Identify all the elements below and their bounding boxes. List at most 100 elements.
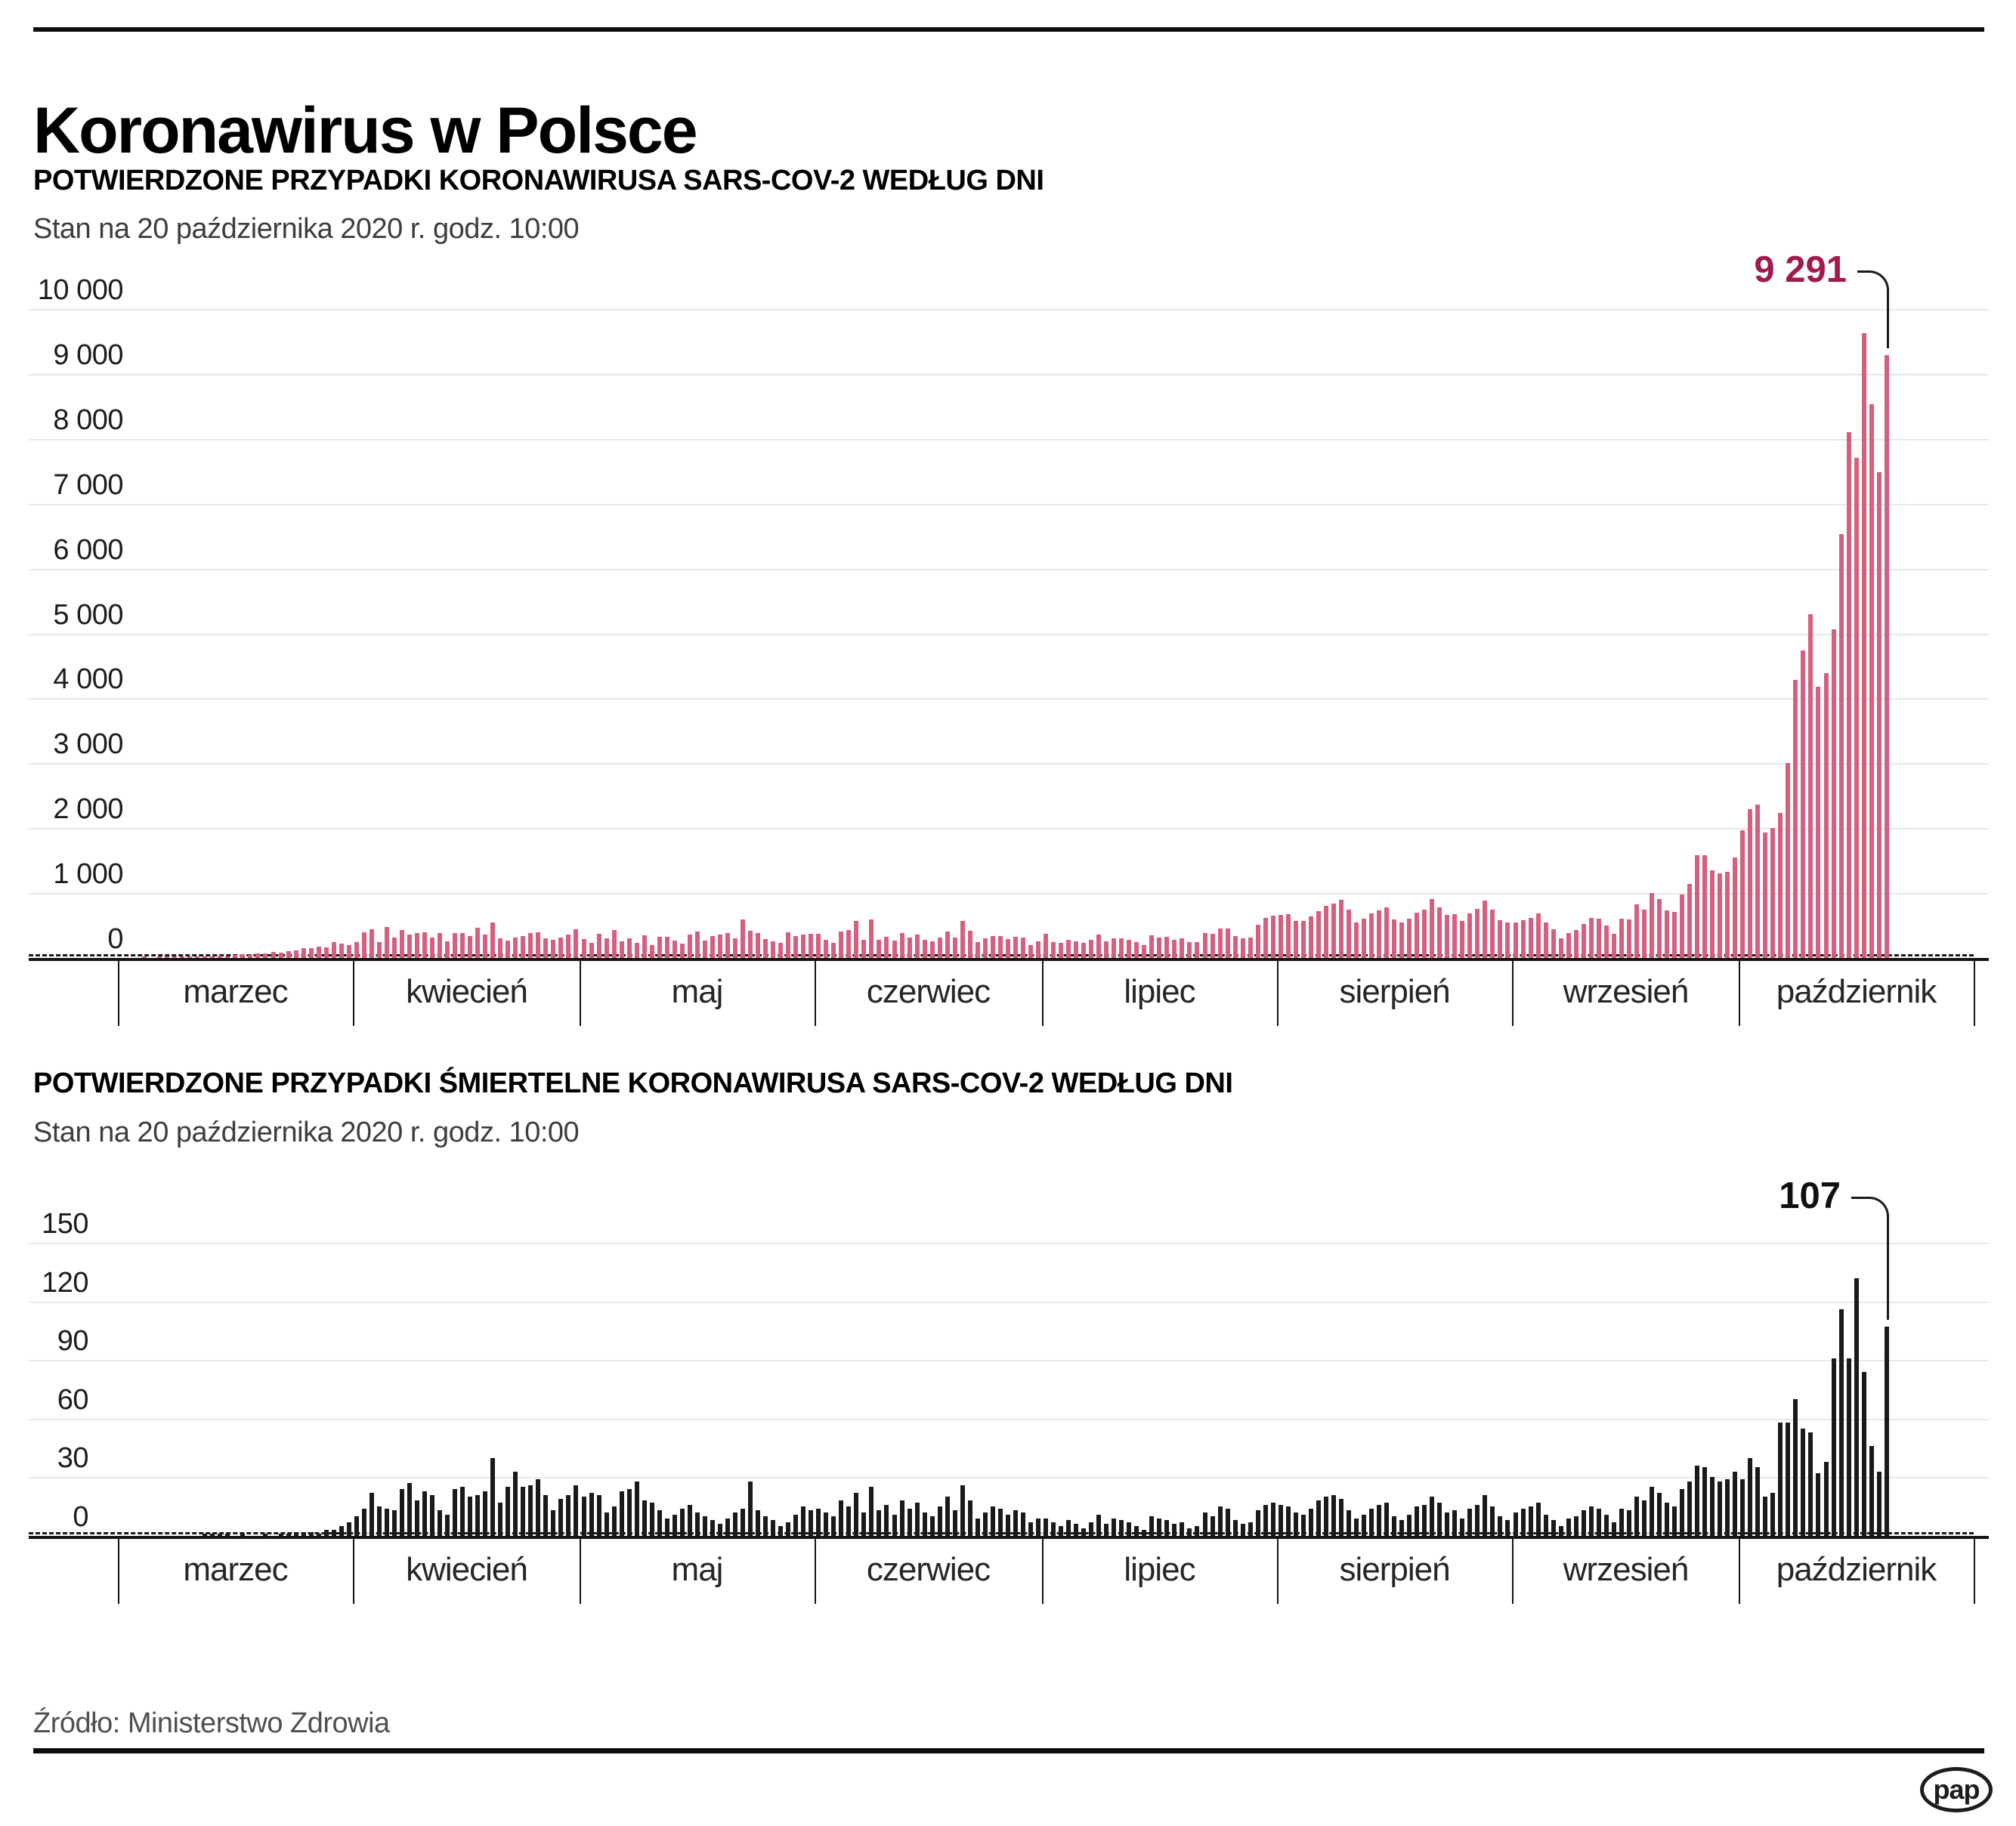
bar: [1316, 1500, 1321, 1536]
month-divider: [1974, 1536, 1975, 1604]
bar: [1778, 813, 1783, 958]
y-tick-label: 9 000: [53, 339, 123, 371]
bar: [1294, 921, 1298, 958]
bar: [1808, 1432, 1813, 1536]
bar: [1187, 942, 1192, 958]
x-axis-line: [29, 1536, 1989, 1539]
bar: [1399, 922, 1404, 958]
bar: [612, 930, 617, 958]
bar: [1203, 933, 1207, 958]
bar: [892, 1515, 897, 1536]
bar: [1422, 1505, 1427, 1536]
bar: [521, 1487, 525, 1536]
bar: [1445, 1512, 1449, 1536]
bar: [1271, 1503, 1275, 1536]
bar: [976, 942, 980, 958]
bar: [460, 1487, 465, 1536]
bar: [1036, 1519, 1040, 1536]
bar: [255, 953, 260, 958]
y-tick-label: 10 000: [37, 274, 124, 306]
bar: [332, 942, 336, 958]
bar: [279, 953, 283, 958]
bar: [1354, 1519, 1359, 1536]
bar: [1770, 828, 1775, 958]
bar: [1793, 1399, 1798, 1536]
bar: [203, 1534, 207, 1536]
bar: [1096, 935, 1101, 958]
bar: [1316, 911, 1321, 958]
bar: [1036, 941, 1040, 958]
bar: [415, 933, 419, 958]
bar: [1294, 1512, 1298, 1536]
month-divider: [815, 958, 816, 1026]
bar: [1559, 938, 1563, 958]
bar: [861, 940, 866, 958]
bar: [1877, 1472, 1881, 1536]
bar: [869, 1487, 873, 1536]
bar: [543, 938, 548, 958]
bar: [354, 942, 359, 958]
bar: [1309, 1509, 1313, 1536]
bar: [422, 932, 427, 958]
bar: [582, 1497, 586, 1536]
bar: [756, 933, 760, 958]
bar: [422, 1491, 427, 1536]
bar: [1081, 1528, 1086, 1536]
bar: [1885, 355, 1889, 958]
bar: [1377, 910, 1381, 958]
bar: [248, 955, 252, 958]
bar: [1081, 943, 1086, 958]
bar: [953, 938, 957, 958]
bar: [1521, 920, 1526, 958]
bar: [1362, 919, 1366, 958]
annotation-callout-line: [1857, 270, 1889, 348]
month-label-wrzesień: wrzesień: [1563, 973, 1690, 1010]
bar: [604, 938, 609, 958]
bar: [218, 956, 222, 958]
bar: [915, 935, 920, 958]
bar: [1672, 1506, 1677, 1536]
bar: [976, 1519, 980, 1536]
bar: [741, 919, 745, 958]
month-divider: [118, 1536, 119, 1604]
bar: [430, 938, 434, 958]
bar: [1172, 940, 1177, 958]
bar: [294, 1532, 298, 1536]
bar: [1566, 1519, 1571, 1536]
bar: [1392, 919, 1396, 958]
bar: [1725, 872, 1730, 958]
bar: [1384, 1503, 1389, 1536]
bar: [1514, 1512, 1518, 1536]
bar: [854, 1493, 858, 1536]
bar: [1839, 1309, 1844, 1536]
bar: [1286, 1506, 1291, 1536]
bar: [1415, 1506, 1419, 1536]
bar: [892, 941, 897, 958]
bar: [741, 1509, 745, 1536]
bar: [1013, 937, 1018, 958]
bar: [1211, 1516, 1215, 1536]
bar: [900, 1500, 904, 1536]
annotation-callout-line: [1851, 1197, 1889, 1320]
bar: [960, 921, 965, 958]
y-tick-label: 7 000: [53, 469, 123, 501]
bar: [1467, 1509, 1472, 1536]
bar: [339, 1526, 344, 1536]
bar: [339, 944, 344, 958]
bar: [1467, 913, 1472, 958]
bar: [1566, 933, 1571, 958]
bar: [1460, 921, 1464, 958]
bar: [400, 930, 404, 958]
bar: [1582, 924, 1586, 958]
bar: [1180, 938, 1184, 958]
bar: [854, 921, 858, 958]
bar: [710, 1520, 715, 1536]
bar: [142, 956, 147, 958]
bar: [1597, 1509, 1601, 1536]
bar: [309, 1532, 314, 1536]
bar: [1490, 1506, 1495, 1536]
bar: [786, 1522, 790, 1536]
bar: [1331, 904, 1336, 958]
bar: [475, 928, 480, 958]
bar: [1589, 918, 1594, 958]
